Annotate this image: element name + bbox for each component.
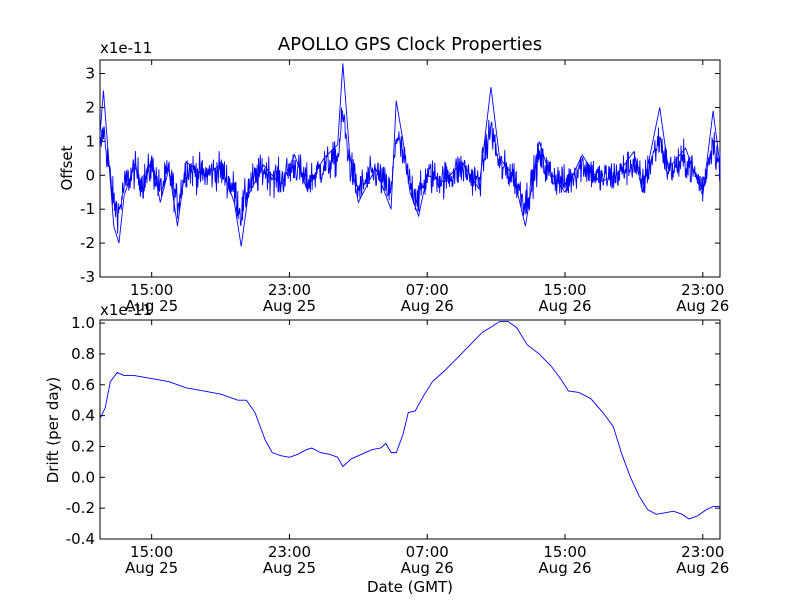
x-tick-time-label: 15:00 xyxy=(130,543,173,561)
x-tick-date-label: Aug 26 xyxy=(538,297,591,315)
x-tick-time-label: 23:00 xyxy=(268,281,311,299)
y-tick-label: 0.2 xyxy=(71,437,95,455)
x-tick-date-label: Aug 25 xyxy=(125,297,178,315)
y-tick-label: 0.0 xyxy=(71,468,95,486)
drift-y-label: Drift (per day) xyxy=(44,377,62,484)
x-tick-date-label: Aug 25 xyxy=(125,559,178,577)
x-tick-date-label: Aug 26 xyxy=(401,297,454,315)
x-tick-time-label: 15:00 xyxy=(130,281,173,299)
offset-y-label: Offset xyxy=(58,145,76,190)
x-tick-time-label: 23:00 xyxy=(681,281,724,299)
offset-series-line xyxy=(99,63,721,247)
y-tick-label: 0 xyxy=(85,166,95,184)
x-tick-time-label: 07:00 xyxy=(406,281,449,299)
x-tick-time-label: 15:00 xyxy=(543,281,586,299)
drift-series-line xyxy=(99,321,720,520)
x-tick-date-label: Aug 26 xyxy=(538,559,591,577)
y-tick-label: 1 xyxy=(85,132,95,150)
y-tick-label: 0.8 xyxy=(71,345,95,363)
x-tick-time-label: 23:00 xyxy=(681,543,724,561)
x-axis-label: Date (GMT) xyxy=(367,578,453,596)
offset-multiplier: x1e-11 xyxy=(100,39,152,57)
y-tick-label: 1.0 xyxy=(71,314,95,332)
y-tick-label: -1 xyxy=(80,200,95,218)
x-tick-date-label: Aug 26 xyxy=(676,297,729,315)
chart-title: APOLLO GPS Clock Properties xyxy=(278,34,542,55)
x-tick-date-label: Aug 26 xyxy=(401,559,454,577)
drift-plot-frame xyxy=(99,319,721,540)
y-tick-label: 3 xyxy=(85,65,95,83)
offset-y-ticks: -3 -2 -1 0 1 2 3 xyxy=(80,65,720,286)
x-tick-date-label: Aug 26 xyxy=(676,559,729,577)
y-tick-label: 0.6 xyxy=(71,376,95,394)
drift-y-ticks: -0.4 -0.2 0.0 0.2 0.4 0.6 0.8 1.0 xyxy=(66,314,720,548)
x-tick-time-label: 07:00 xyxy=(406,543,449,561)
y-tick-label: 2 xyxy=(85,98,95,116)
x-tick-time-label: 15:00 xyxy=(543,543,586,561)
y-tick-label: -0.4 xyxy=(66,530,95,548)
x-tick-date-label: Aug 25 xyxy=(263,559,316,577)
y-tick-label: -0.2 xyxy=(66,499,95,517)
y-tick-label: -3 xyxy=(80,268,95,286)
y-tick-label: 0.4 xyxy=(71,407,95,425)
x-tick-date-label: Aug 25 xyxy=(263,297,316,315)
y-tick-label: -2 xyxy=(80,234,95,252)
drift-multiplier: x1e-11 xyxy=(100,301,152,319)
x-tick-time-label: 23:00 xyxy=(268,543,311,561)
